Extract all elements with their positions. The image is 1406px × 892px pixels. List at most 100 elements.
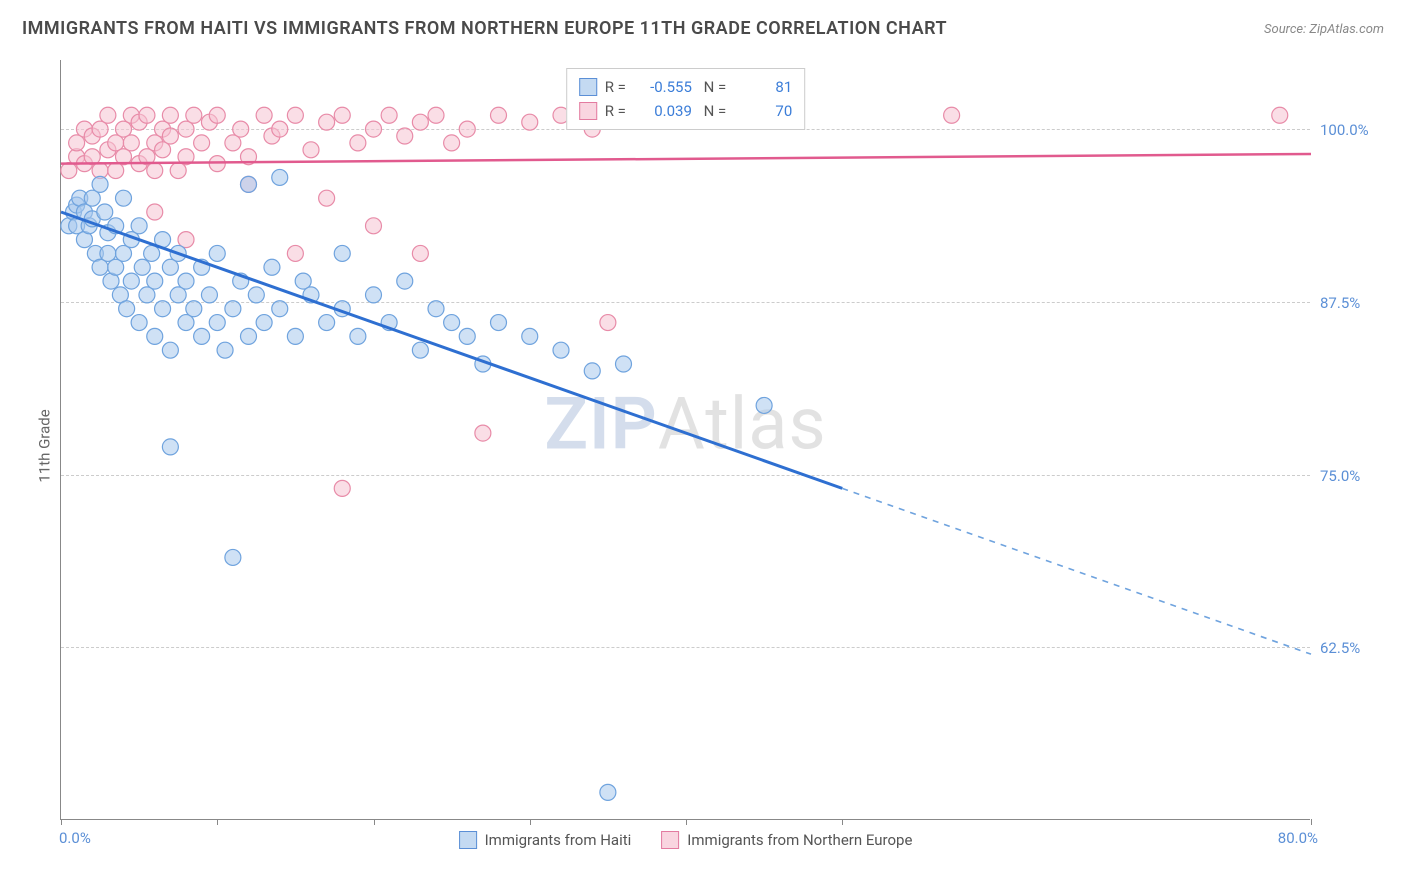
data-point — [256, 107, 272, 123]
data-point — [225, 301, 241, 317]
data-point — [334, 107, 350, 123]
data-point — [600, 315, 616, 331]
data-point — [303, 142, 319, 158]
data-point — [459, 328, 475, 344]
data-point — [491, 315, 507, 331]
data-point — [241, 328, 257, 344]
swatch-haiti — [579, 78, 597, 96]
data-point — [131, 218, 147, 234]
data-point — [162, 342, 178, 358]
data-point — [233, 121, 249, 137]
data-point — [397, 128, 413, 144]
data-point — [1272, 107, 1288, 123]
data-point — [287, 328, 303, 344]
x-tick-mark — [686, 819, 687, 825]
data-point — [155, 301, 171, 317]
data-point — [186, 107, 202, 123]
data-point — [350, 328, 366, 344]
data-point — [412, 342, 428, 358]
x-tick-mark — [374, 819, 375, 825]
stats-row-haiti: R =-0.555 N =81 — [579, 75, 793, 99]
regression-extrapolation — [842, 488, 1311, 654]
data-point — [444, 135, 460, 151]
data-point — [209, 245, 225, 261]
data-point — [287, 107, 303, 123]
data-point — [272, 169, 288, 185]
x-tick-mark — [217, 819, 218, 825]
data-point — [116, 190, 132, 206]
data-point — [350, 135, 366, 151]
data-point — [123, 273, 139, 289]
chart-plot-area: ZIPAtlas 62.5%75.0%87.5%100.0% R =-0.555… — [60, 60, 1310, 820]
data-point — [272, 301, 288, 317]
data-point — [147, 163, 163, 179]
source-attribution: Source: ZipAtlas.com — [1264, 22, 1384, 37]
chart-title: IMMIGRANTS FROM HAITI VS IMMIGRANTS FROM… — [22, 18, 947, 39]
correlation-stats-legend: R =-0.555 N =81 R =0.039 N =70 — [566, 68, 806, 130]
data-point — [147, 328, 163, 344]
x-tick-mark — [61, 819, 62, 825]
data-point — [366, 287, 382, 303]
data-point — [584, 363, 600, 379]
data-point — [147, 204, 163, 220]
data-point — [100, 107, 116, 123]
data-point — [139, 107, 155, 123]
data-point — [119, 301, 135, 317]
x-tick-0: 0.0% — [59, 829, 91, 847]
data-point — [241, 176, 257, 192]
data-point — [209, 315, 225, 331]
swatch-neurope — [661, 831, 679, 849]
data-point — [201, 287, 217, 303]
data-point — [334, 480, 350, 496]
data-point — [147, 273, 163, 289]
data-point — [381, 107, 397, 123]
x-tick-mark — [530, 819, 531, 825]
stats-row-neurope: R =0.039 N =70 — [579, 99, 793, 123]
data-point — [444, 315, 460, 331]
y-tick-label: 87.5% — [1320, 294, 1390, 312]
data-point — [248, 287, 264, 303]
swatch-haiti — [459, 831, 477, 849]
data-point — [428, 301, 444, 317]
legend-item-neurope: Immigrants from Northern Europe — [661, 831, 912, 849]
data-point — [272, 121, 288, 137]
data-point — [92, 176, 108, 192]
data-point — [162, 128, 178, 144]
data-point — [162, 107, 178, 123]
data-point — [194, 135, 210, 151]
data-point — [366, 121, 382, 137]
data-point — [217, 342, 233, 358]
data-point — [264, 259, 280, 275]
data-point — [553, 342, 569, 358]
data-point — [397, 273, 413, 289]
x-tick-mark — [842, 819, 843, 825]
x-tick-80: 80.0% — [1278, 829, 1318, 847]
y-axis-label: 11th Grade — [36, 409, 54, 482]
data-point — [134, 259, 150, 275]
data-point — [209, 107, 225, 123]
data-point — [319, 190, 335, 206]
y-tick-label: 62.5% — [1320, 639, 1390, 657]
data-point — [287, 245, 303, 261]
data-point — [162, 439, 178, 455]
data-point — [178, 273, 194, 289]
y-tick-label: 100.0% — [1320, 121, 1390, 139]
data-point — [123, 135, 139, 151]
data-point — [194, 328, 210, 344]
data-point — [319, 114, 335, 130]
data-point — [412, 114, 428, 130]
data-point — [366, 218, 382, 234]
data-point — [944, 107, 960, 123]
legend-item-haiti: Immigrants from Haiti — [459, 831, 632, 849]
data-point — [756, 397, 772, 413]
y-tick-label: 75.0% — [1320, 467, 1390, 485]
swatch-neurope — [579, 102, 597, 120]
data-point — [522, 328, 538, 344]
data-point — [131, 315, 147, 331]
data-point — [334, 245, 350, 261]
data-point — [186, 301, 202, 317]
data-point — [319, 315, 335, 331]
data-point — [97, 204, 113, 220]
data-point — [491, 107, 507, 123]
series-legend: Immigrants from Haiti Immigrants from No… — [459, 831, 913, 849]
